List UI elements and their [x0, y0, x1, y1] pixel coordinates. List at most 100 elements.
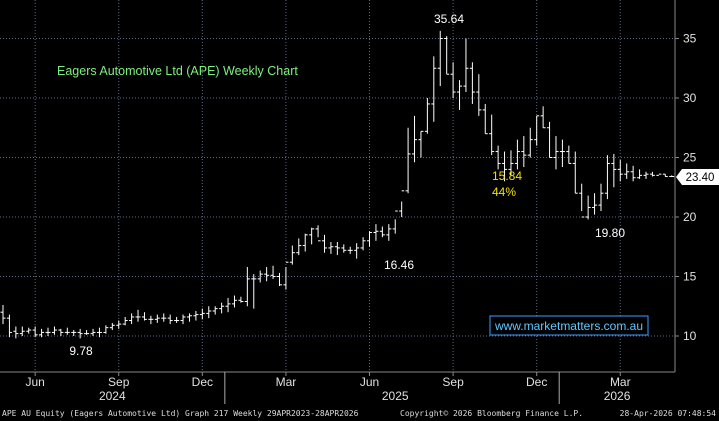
ohlc-bar	[527, 127, 533, 158]
ohlc-bar	[521, 136, 527, 168]
ohlc-bar	[450, 62, 456, 98]
ohlc-bar	[354, 243, 360, 259]
ohlc-bar	[540, 106, 546, 129]
y-tick-label: 30	[683, 91, 697, 105]
chart-title: Eagers Automotive Ltd (APE) Weekly Chart	[57, 64, 298, 78]
ohlc-bar	[656, 173, 662, 176]
ohlc-bar	[135, 309, 141, 322]
ohlc-bar	[90, 328, 96, 336]
ohlc-bar	[296, 238, 302, 256]
ohlc-bar	[289, 245, 295, 265]
ohlc-bar	[26, 327, 32, 334]
ohlc-bar	[51, 326, 57, 335]
ohlc-bar	[437, 30, 443, 87]
y-axis-ticks: 10 15 20 25 30 35	[675, 32, 697, 343]
ohlc-bar	[624, 163, 630, 179]
ohlc-bar	[39, 328, 45, 338]
ohlc-bar	[276, 272, 282, 287]
annotation-label: 16.46	[384, 258, 414, 272]
ohlc-bar	[180, 314, 186, 325]
ohlc-bar	[392, 210, 398, 234]
ohlc-bar	[264, 266, 270, 282]
y-tick-label: 25	[683, 151, 697, 165]
ohlc-bar	[231, 295, 237, 308]
annotation-label: 35.64	[434, 12, 464, 26]
ohlc-bar	[45, 327, 51, 336]
last-price-tag: 23.40	[676, 169, 719, 185]
y-tick-label: 35	[683, 32, 697, 46]
x-tick-label: Jun	[360, 375, 379, 389]
ohlc-bar	[649, 171, 655, 177]
ohlc-bar	[212, 306, 218, 315]
grid-lines	[0, 0, 675, 372]
ohlc-bar	[322, 234, 327, 253]
ohlc-bar	[367, 231, 373, 247]
ohlc-bar	[553, 136, 559, 170]
ohlc-bar	[206, 306, 212, 319]
ohlc-bar	[444, 36, 450, 75]
ohlc-bar	[109, 322, 115, 331]
ohlc-bar	[534, 115, 540, 146]
ohlc-bar	[328, 241, 334, 254]
x-tick-label: Mar	[610, 375, 631, 389]
ohlc-bar	[174, 316, 180, 323]
ohlc-bar	[489, 114, 495, 156]
ohlc-bar	[457, 80, 463, 110]
annotation-label: 9.78	[69, 344, 93, 358]
ohlc-bar	[424, 98, 430, 134]
ohlc-bar	[386, 224, 392, 241]
ohlc-bar	[360, 237, 366, 251]
ohlc-bar	[566, 145, 572, 164]
year-label: 2026	[604, 389, 631, 403]
x-tick-label: Dec	[192, 375, 213, 389]
ohlc-bar	[193, 311, 199, 321]
annotation-label: 44%	[492, 185, 516, 199]
ohlc-bar	[199, 308, 205, 320]
ohlc-bar	[431, 56, 437, 122]
ohlc-bar	[154, 314, 160, 323]
ohlc-bar	[482, 103, 488, 135]
ohlc-bar	[64, 327, 70, 335]
x-tick-label: Mar	[276, 375, 297, 389]
ohlc-bar	[225, 297, 231, 313]
ohlc-bar	[559, 139, 565, 168]
x-tick-label: Sep	[108, 375, 130, 389]
ohlc-bar	[379, 226, 385, 238]
ohlc-bar	[302, 233, 308, 252]
last-price-label: 23.40	[686, 172, 715, 184]
ohlc-bar	[315, 225, 321, 242]
ohlc-bar	[579, 183, 585, 218]
ohlc-bar	[514, 139, 520, 170]
watermark-box: www.marketmatters.com.au	[489, 315, 649, 336]
ohlc-bar	[405, 127, 411, 194]
ohlc-bar	[630, 165, 636, 182]
ohlc-bar	[103, 325, 109, 334]
x-axis-ticks: Jun Sep Dec Mar Jun Sep Dec Mar	[25, 372, 631, 389]
annotation-label: 19.80	[595, 226, 625, 240]
ohlc-bar	[572, 151, 578, 194]
ohlc-bar	[662, 173, 668, 178]
ohlc-bar	[13, 326, 19, 339]
ohlc-bar	[148, 315, 154, 325]
ohlc-bar	[347, 246, 353, 254]
ohlc-bar	[84, 330, 90, 335]
ohlc-bar	[598, 183, 604, 212]
y-tick-label: 10	[683, 329, 697, 343]
x-tick-label: Jun	[25, 375, 44, 389]
ohlc-bar	[463, 38, 469, 93]
ohlc-bar	[257, 270, 263, 283]
ohlc-bar	[32, 326, 38, 338]
ohlc-bar	[6, 314, 12, 338]
ohlc-bar	[617, 159, 623, 182]
ohlc-bar	[219, 302, 225, 314]
ohlc-bar	[399, 190, 405, 217]
ohlc-bars	[0, 30, 675, 339]
x-tick-label: Sep	[442, 375, 464, 389]
footer-copyright: Copyright© 2026 Bloomberg Finance L.P.	[400, 409, 584, 418]
ohlc-bar	[58, 328, 64, 336]
ohlc-bar	[19, 326, 25, 336]
ohlc-bar	[469, 62, 475, 104]
annotation-label: 15.84	[492, 169, 522, 183]
ohlc-bar	[251, 274, 257, 309]
